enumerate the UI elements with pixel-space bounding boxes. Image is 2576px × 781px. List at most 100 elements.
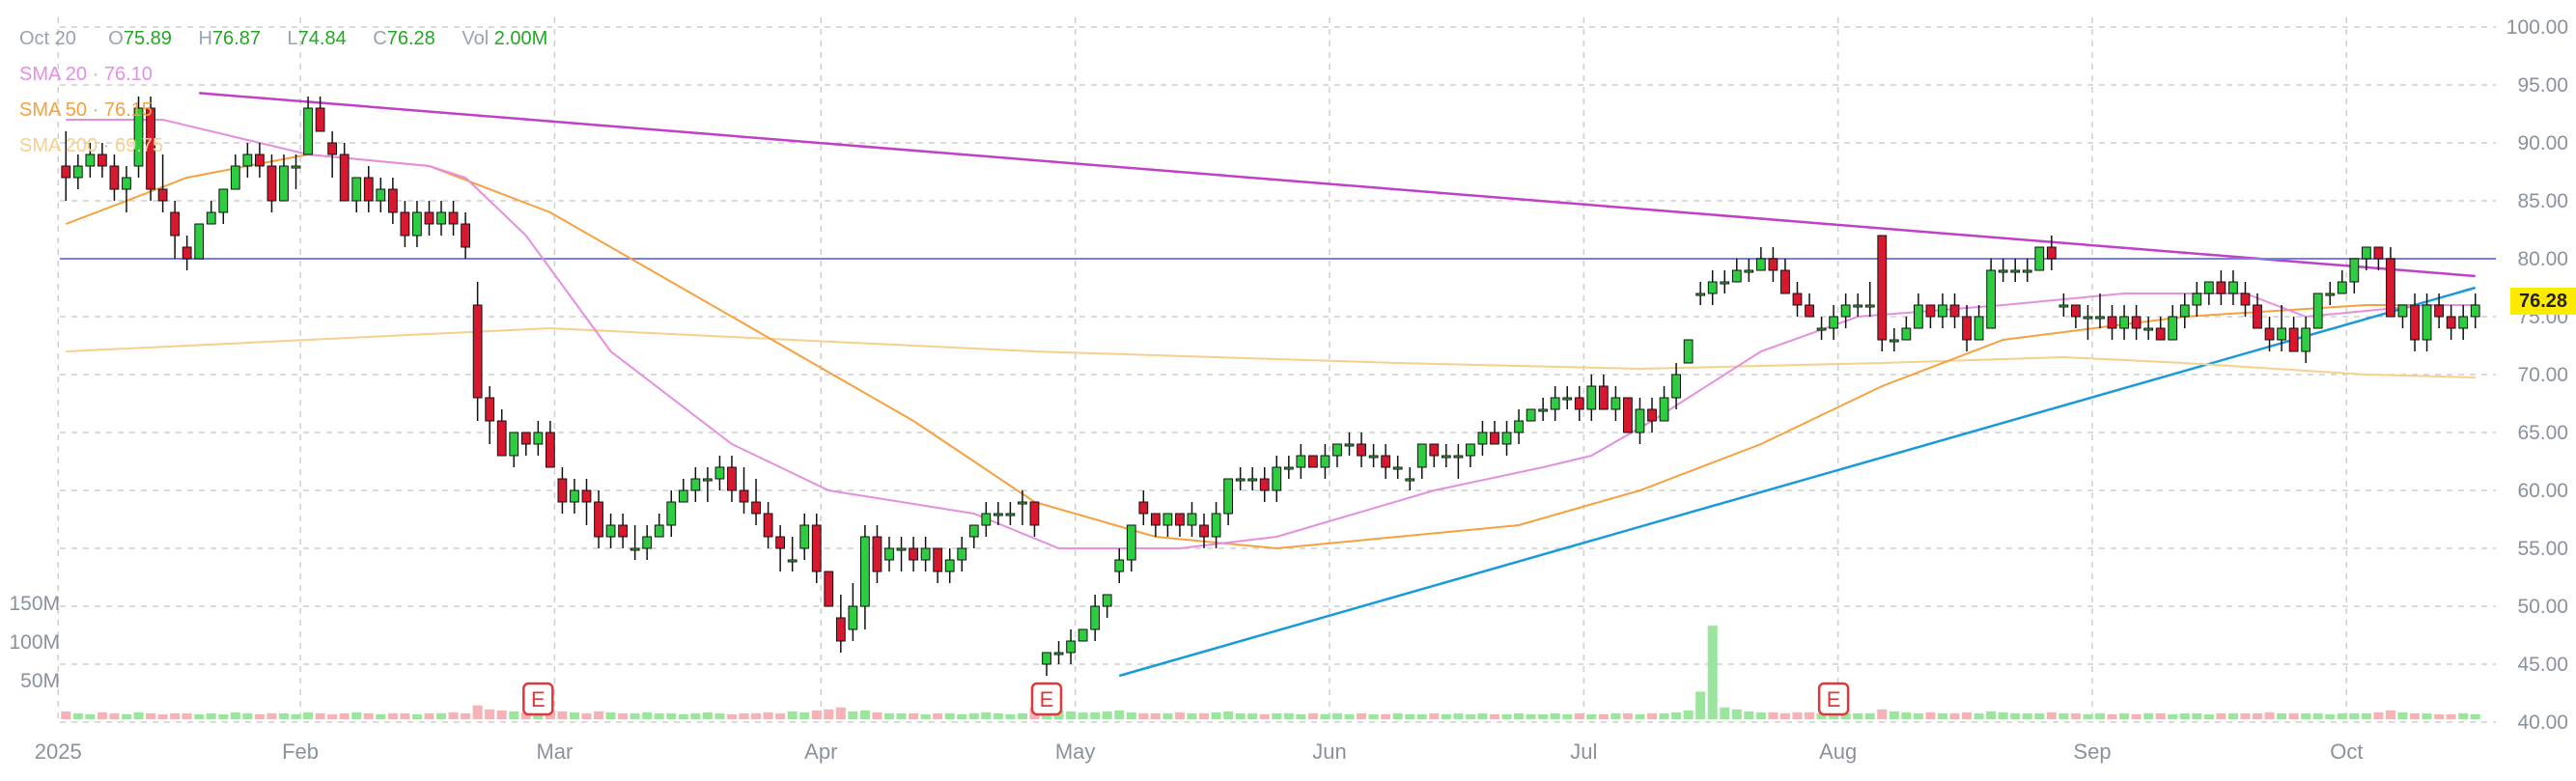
candle [1574,386,1584,421]
sma200-legend[interactable]: SMA 200 · 69.75 [19,135,164,156]
candle [1490,421,1499,445]
volume-bar [835,707,846,719]
volume-bar [2107,713,2117,719]
volume-bar [327,713,338,719]
candle [509,432,519,467]
candle-body [2143,327,2154,331]
volume-bar [448,711,459,719]
volume-bar [1925,711,1936,719]
candle-body [714,466,725,480]
candle [1259,467,1270,502]
volume-bar [1598,713,1609,719]
candle-body [2083,316,2093,320]
candle-body [1829,316,1838,329]
ohlc-row: Oct 20 O75.89 H76.87 L74.84 C76.28 Vol 2… [19,27,569,63]
candle [1381,444,1391,479]
candle [1744,259,1754,282]
volume-bar [1090,711,1101,719]
volume-bar [2422,712,2432,719]
volume-bar [424,712,434,719]
candle [1429,443,1440,467]
candle-body [230,165,240,190]
candle-body [2349,258,2360,283]
candle-body [1962,316,1972,341]
candle [2240,282,2251,317]
candle [884,537,894,572]
earnings-marker[interactable]: E [522,682,554,716]
candle [1986,259,1997,329]
candle-body [678,489,688,503]
candle-body [1332,443,1342,457]
candle-body [1357,443,1366,457]
candle-body [2397,304,2408,318]
candle [472,282,483,421]
candle-body [1296,455,1306,468]
candle-body [811,524,822,572]
volume-bar [339,712,350,719]
candle-body [533,432,544,445]
candle-body [1466,443,1475,457]
volume-bar [1744,711,1754,719]
open-label: O [108,28,124,49]
candle-body [1586,385,1597,410]
candle [799,514,810,560]
candle [218,188,229,224]
volume-bar [751,712,762,719]
volume-bar [605,711,616,719]
candle-body [1574,397,1584,410]
candle [122,166,131,212]
candle-body [1283,466,1294,470]
volume-bar [618,712,629,719]
volume-bar [266,712,277,719]
volume-bar [1889,711,1899,719]
candle-body [303,107,313,155]
candle [944,548,955,583]
volume-bar [1296,713,1306,719]
candle-body [1501,432,1512,445]
volume-bar [1272,712,1282,719]
earnings-marker[interactable]: E [1030,682,1063,716]
volume-bar [2410,712,2421,719]
volume-bar [2288,712,2299,719]
candle [1199,514,1209,548]
sma50-value: 76.15 [103,99,153,121]
candle [618,514,628,548]
candle [387,178,398,224]
volume-bar [883,712,895,719]
candle-body [1816,327,1827,331]
volume-bar [303,711,314,719]
candle [496,409,507,457]
support-trendline [1118,286,2477,678]
candle-body [461,223,470,248]
volume-bar [2434,713,2445,719]
volume-bar [2046,711,2057,719]
candle-body [98,153,107,167]
candle-body [654,524,664,538]
volume-bar [1078,711,1088,719]
indicator-lines [60,92,2496,678]
x-tick-label: Aug [1819,739,1857,764]
candle-body [194,223,205,260]
volume-value: 2.00M [493,28,548,49]
volume-bar [485,709,495,719]
volume-bar [1622,712,1633,719]
candle [1066,629,1076,664]
candle [1223,478,1233,525]
candle-body [2253,304,2262,329]
volume-bar [1755,711,1766,719]
sma20-legend[interactable]: SMA 20 · 76.10 [19,64,153,85]
volume-bar [1937,712,1947,719]
y-tick-label: 60.00 [2517,480,2568,502]
candle-body [1018,501,1027,505]
candle [182,236,192,270]
earnings-marker[interactable]: E [1817,682,1850,716]
candle [981,502,992,537]
volume-bar [2458,712,2469,719]
candle [2373,246,2384,270]
x-tick-label: Jun [1312,739,1346,764]
candle [2168,305,2178,341]
sma50-legend[interactable]: SMA 50 · 76.15 [19,99,153,121]
volume-bar [533,711,544,719]
